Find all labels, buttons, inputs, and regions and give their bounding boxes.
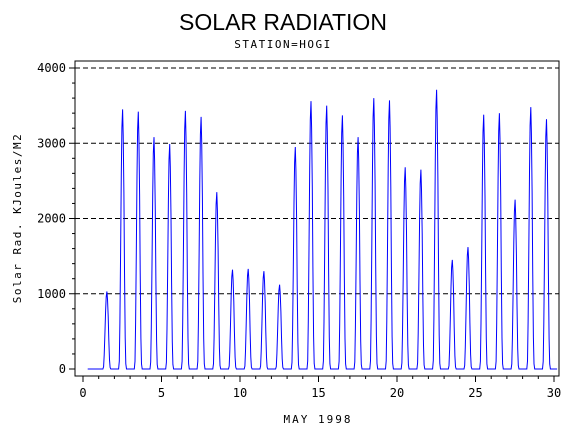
y-tick-label: 4000 bbox=[37, 61, 66, 75]
x-tick-label: 30 bbox=[547, 386, 561, 400]
x-tick-label: 0 bbox=[79, 386, 86, 400]
x-tick-label: 25 bbox=[468, 386, 482, 400]
y-axis-label: Solar Rad. KJoules/M2 bbox=[11, 133, 24, 304]
y-tick-label: 2000 bbox=[37, 212, 66, 226]
y-tick-label: 3000 bbox=[37, 136, 66, 150]
chart-subtitle: STATION=HOGI bbox=[234, 38, 331, 51]
x-tick-label: 5 bbox=[158, 386, 165, 400]
radiation-line bbox=[87, 89, 558, 370]
chart-title: SOLAR RADIATION bbox=[179, 9, 387, 35]
x-tick-label: 10 bbox=[233, 386, 247, 400]
x-tick-label: 15 bbox=[311, 386, 325, 400]
y-tick-label: 0 bbox=[59, 362, 66, 376]
y-tick-label: 1000 bbox=[37, 287, 66, 301]
data-layer bbox=[87, 89, 558, 370]
x-axis-label: MAY 1998 bbox=[284, 413, 353, 426]
grid-lines bbox=[75, 67, 559, 295]
axes: 0 1000 2000 3000 4000 0 5 10 15 20 25 30 bbox=[37, 61, 561, 400]
x-tick-label: 20 bbox=[390, 386, 404, 400]
